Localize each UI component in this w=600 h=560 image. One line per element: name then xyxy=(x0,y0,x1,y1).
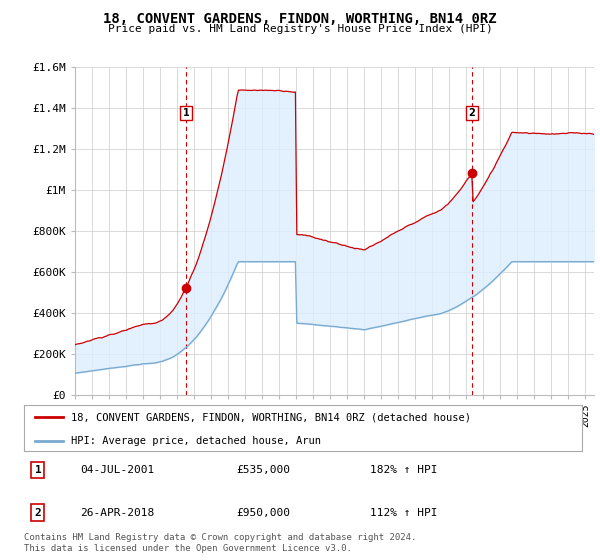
Text: Contains HM Land Registry data © Crown copyright and database right 2024.
This d: Contains HM Land Registry data © Crown c… xyxy=(24,533,416,553)
Text: 26-APR-2018: 26-APR-2018 xyxy=(80,507,154,517)
Text: 18, CONVENT GARDENS, FINDON, WORTHING, BN14 0RZ: 18, CONVENT GARDENS, FINDON, WORTHING, B… xyxy=(103,12,497,26)
Text: 2: 2 xyxy=(469,108,475,118)
Text: 182% ↑ HPI: 182% ↑ HPI xyxy=(370,465,437,475)
Text: 1: 1 xyxy=(183,108,190,118)
Text: 04-JUL-2001: 04-JUL-2001 xyxy=(80,465,154,475)
Text: Price paid vs. HM Land Registry's House Price Index (HPI): Price paid vs. HM Land Registry's House … xyxy=(107,24,493,34)
Text: HPI: Average price, detached house, Arun: HPI: Average price, detached house, Arun xyxy=(71,436,322,446)
Text: 1: 1 xyxy=(35,465,41,475)
Text: 112% ↑ HPI: 112% ↑ HPI xyxy=(370,507,437,517)
Text: £535,000: £535,000 xyxy=(236,465,290,475)
Text: 2: 2 xyxy=(35,507,41,517)
Text: 18, CONVENT GARDENS, FINDON, WORTHING, BN14 0RZ (detached house): 18, CONVENT GARDENS, FINDON, WORTHING, B… xyxy=(71,412,472,422)
Text: £950,000: £950,000 xyxy=(236,507,290,517)
